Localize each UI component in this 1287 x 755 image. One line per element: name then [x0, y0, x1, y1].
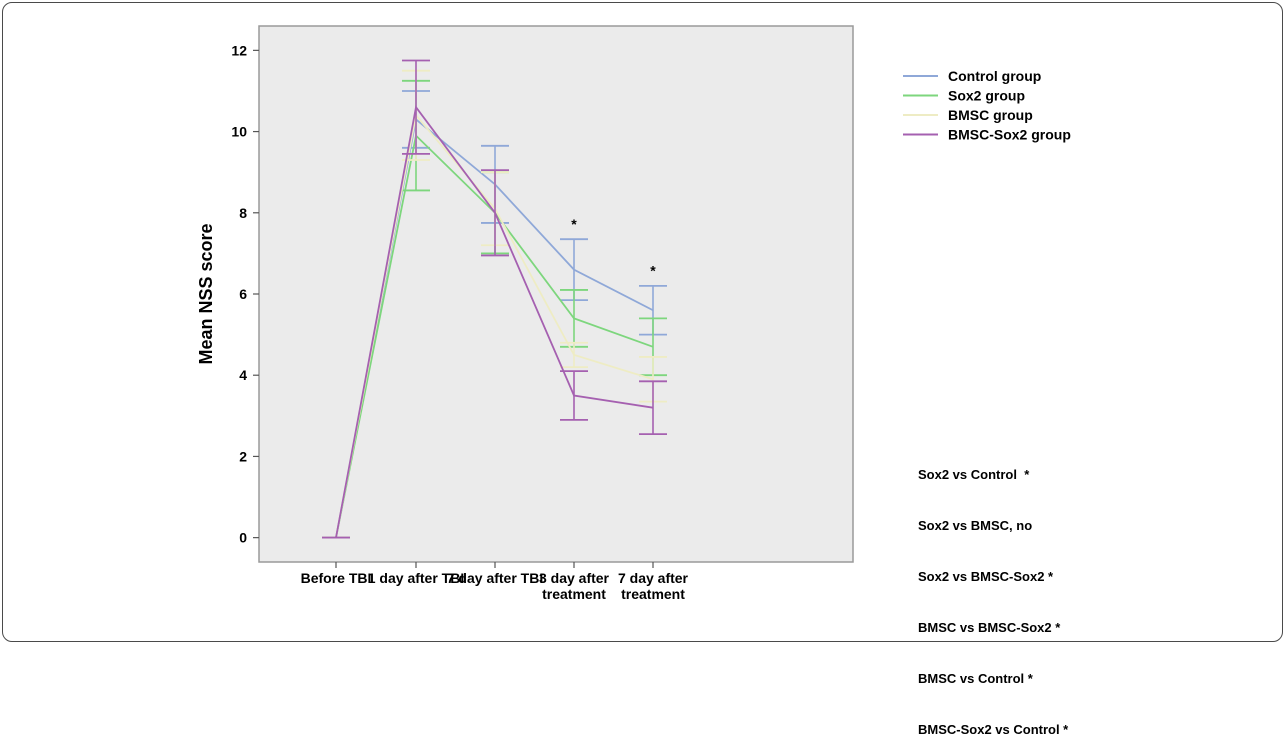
stats-line: Sox2 vs BMSC, no [918, 518, 1033, 533]
stats-line: BMSC vs BMSC-Sox2 * [918, 620, 1061, 635]
y-tick-label: 2 [239, 448, 247, 464]
legend-label: BMSC group [948, 107, 1033, 123]
annotations: ** [571, 216, 656, 279]
significance-asterisk: * [571, 216, 577, 232]
significance-notes: Sox2 vs Control * Sox2 vs BMSC, no Sox2 … [918, 432, 1068, 755]
x-tick-label: 1 day after TBI [368, 570, 464, 586]
series-line [335, 105, 654, 538]
legend-label: Control group [948, 68, 1041, 84]
x-tick-label-line: 1 day after TBI [368, 570, 464, 586]
y-tick-label: 4 [239, 367, 247, 383]
x-tick-label-line: Before TBI [301, 570, 372, 586]
y-tick-label: 6 [239, 286, 247, 302]
stats-line: Sox2 vs Control * [918, 467, 1030, 482]
x-tick-label: 7 day after treatment [618, 570, 689, 602]
series-layer [322, 59, 667, 539]
y-tick-label: 12 [231, 42, 247, 58]
x-tick-label: 3 day after treatment [539, 570, 610, 602]
x-tick-label: Before TBI [301, 570, 372, 586]
stats-line: BMSC vs Control * [918, 671, 1033, 686]
y-tick-label: 8 [239, 205, 247, 221]
plot-area [258, 25, 854, 563]
stats-line: Sox2 vs BMSC-Sox2 * [918, 569, 1054, 584]
x-tick-label-line: treatment [542, 586, 606, 602]
stats-line: BMSC-Sox2 vs Control * [918, 722, 1069, 737]
series-bmsc-sox2-group [322, 59, 667, 539]
legend: Control group Sox2 group BMSC group BMSC-So… [903, 68, 1071, 143]
legend-label: Sox2 group [948, 88, 1025, 104]
legend-label: BMSC-Sox2 group [948, 127, 1071, 143]
x-tick-label-line: 7 day after [618, 570, 689, 586]
y-axis-label: Mean NSS score [196, 223, 216, 364]
x-tick-label: 7 day after TBI [447, 570, 543, 586]
x-tick-label-line: treatment [621, 586, 685, 602]
y-tick-label: 0 [239, 530, 247, 546]
y-axis: 0 2 4 6 8 10 12 [231, 42, 259, 546]
y-tick-label: 10 [231, 124, 247, 140]
x-tick-label-line: 3 day after [539, 570, 610, 586]
significance-asterisk: * [650, 263, 656, 279]
x-tick-label-line: 7 day after TBI [447, 570, 543, 586]
